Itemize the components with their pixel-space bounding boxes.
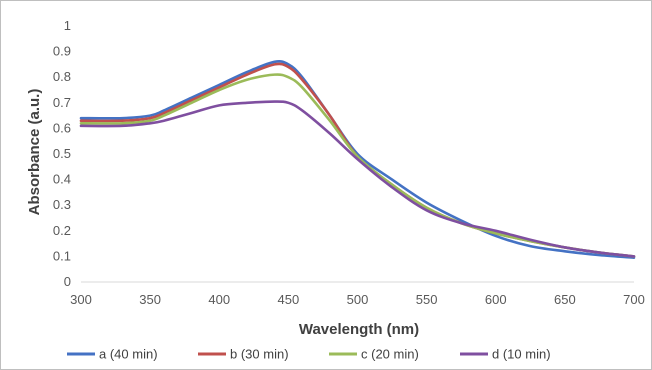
x-tick-label: 650 [554,292,576,307]
y-tick-label: 0.1 [53,248,71,263]
y-tick-label: 0.7 [53,95,71,110]
x-axis-label: Wavelength (nm) [299,321,419,338]
y-tick-label: 0.2 [53,223,71,238]
x-axis-ticks: 300 350 400 450 500 550 600 650 700 [70,292,645,307]
series-line-d [79,100,636,258]
y-tick-label: 0.6 [53,120,71,135]
legend-label: c (20 min) [361,347,419,362]
y-tick-label: 0.9 [53,44,71,59]
y-axis-ticks: 0 0.1 0.2 0.3 0.4 0.5 0.6 0.7 0.8 0.9 1 [53,18,71,289]
series-line-c [79,73,636,258]
x-tick-label: 450 [278,292,300,307]
y-tick-label: 0.3 [53,197,71,212]
x-tick-label: 500 [347,292,369,307]
x-tick-label: 400 [208,292,230,307]
y-tick-label: 0.4 [53,172,71,187]
y-tick-label: 1 [64,18,71,33]
y-axis-label: Absorbance (a.u.) [26,89,43,216]
y-tick-label: 0.8 [53,69,71,84]
x-tick-label: 550 [416,292,438,307]
legend: a (40 min) b (30 min) c (20 min) d (10 min) [67,347,551,362]
legend-label: d (10 min) [492,347,551,362]
legend-label: a (40 min) [99,347,158,362]
x-tick-label: 300 [70,292,92,307]
x-tick-label: 700 [623,292,645,307]
series-lines [79,60,636,259]
x-tick-label: 350 [139,292,161,307]
legend-label: b (30 min) [230,347,289,362]
y-tick-label: 0 [64,274,71,289]
y-tick-label: 0.5 [53,146,71,161]
x-tick-label: 600 [485,292,507,307]
